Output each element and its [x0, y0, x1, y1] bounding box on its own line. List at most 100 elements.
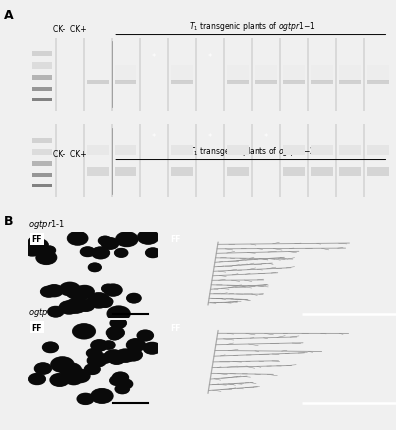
Bar — [283, 66, 305, 82]
Circle shape — [107, 307, 130, 322]
Bar — [171, 168, 192, 177]
Circle shape — [51, 357, 74, 372]
Bar — [339, 146, 361, 156]
Text: *: * — [208, 132, 212, 141]
Bar — [339, 80, 361, 85]
Circle shape — [124, 349, 142, 361]
Circle shape — [115, 384, 129, 394]
Circle shape — [59, 301, 79, 314]
Circle shape — [112, 372, 129, 383]
Circle shape — [137, 330, 153, 341]
Circle shape — [99, 237, 112, 246]
Bar — [32, 162, 52, 167]
Bar — [171, 146, 192, 156]
Circle shape — [87, 349, 100, 358]
Circle shape — [41, 287, 57, 297]
Circle shape — [29, 240, 48, 252]
Circle shape — [84, 364, 100, 375]
Text: *: * — [208, 52, 212, 61]
Bar — [339, 168, 361, 177]
Bar — [255, 80, 276, 85]
Circle shape — [97, 354, 112, 363]
Text: *: * — [152, 132, 156, 141]
Circle shape — [112, 372, 128, 383]
Circle shape — [85, 364, 100, 374]
Circle shape — [68, 232, 88, 245]
Circle shape — [76, 286, 94, 298]
Bar — [32, 76, 52, 81]
Circle shape — [66, 287, 85, 299]
Bar — [32, 149, 52, 156]
Circle shape — [65, 374, 82, 385]
Circle shape — [105, 350, 123, 362]
Circle shape — [115, 249, 128, 258]
Circle shape — [127, 294, 141, 303]
Circle shape — [87, 354, 107, 367]
Text: FF: FF — [32, 235, 42, 244]
Circle shape — [118, 380, 132, 389]
Bar — [227, 146, 249, 156]
Circle shape — [104, 350, 124, 363]
Circle shape — [100, 298, 112, 306]
Text: B: B — [4, 215, 13, 228]
Circle shape — [77, 393, 94, 405]
Bar — [115, 146, 137, 156]
Circle shape — [51, 357, 73, 372]
Bar — [115, 80, 137, 85]
Circle shape — [91, 340, 107, 351]
Bar — [311, 168, 333, 177]
Circle shape — [46, 286, 63, 297]
Bar — [283, 80, 305, 85]
Text: $T_1$ transgenic plants of $\mathit{ogtpr1{-}2}$: $T_1$ transgenic plants of $\mathit{ogtp… — [189, 145, 316, 158]
Circle shape — [88, 293, 110, 308]
Circle shape — [43, 247, 55, 255]
Text: $T_1$ transgenic plants of $\mathit{ogtpr1{-}1}$: $T_1$ transgenic plants of $\mathit{ogtp… — [189, 20, 316, 33]
Bar — [32, 98, 52, 102]
Circle shape — [91, 340, 108, 351]
Bar — [32, 184, 52, 188]
Bar — [171, 80, 192, 85]
Text: FF: FF — [170, 235, 181, 244]
Text: CK-  CK+: CK- CK+ — [53, 150, 87, 159]
Circle shape — [116, 232, 138, 247]
Circle shape — [107, 327, 124, 339]
Bar — [283, 146, 305, 156]
Circle shape — [91, 389, 113, 403]
Circle shape — [69, 287, 90, 301]
Text: $\it{ogtpr1\text{-}2}$: $\it{ogtpr1\text{-}2}$ — [28, 306, 65, 319]
Circle shape — [103, 341, 115, 350]
Circle shape — [69, 287, 89, 301]
Bar — [311, 80, 333, 85]
Circle shape — [42, 246, 55, 255]
Circle shape — [89, 264, 101, 272]
Text: $\it{ogtpr1\text{-}1}$: $\it{ogtpr1\text{-}1}$ — [28, 218, 65, 230]
Circle shape — [91, 389, 112, 403]
Circle shape — [124, 349, 142, 361]
Bar — [87, 66, 109, 82]
Circle shape — [51, 374, 69, 386]
Circle shape — [30, 240, 48, 252]
Circle shape — [66, 374, 82, 384]
Circle shape — [87, 293, 110, 308]
Circle shape — [60, 363, 81, 377]
Circle shape — [109, 353, 125, 364]
Circle shape — [50, 374, 69, 387]
Circle shape — [65, 299, 87, 313]
Circle shape — [41, 287, 57, 298]
Circle shape — [48, 307, 63, 317]
Circle shape — [105, 285, 122, 296]
Circle shape — [60, 363, 82, 378]
Bar — [367, 146, 389, 156]
Circle shape — [114, 249, 128, 258]
Circle shape — [60, 283, 80, 296]
Bar — [87, 80, 109, 85]
Circle shape — [118, 379, 133, 389]
Circle shape — [70, 370, 89, 382]
Circle shape — [34, 363, 51, 375]
Bar — [87, 168, 109, 177]
Circle shape — [78, 394, 93, 404]
Circle shape — [92, 248, 109, 259]
Bar — [227, 66, 249, 82]
Circle shape — [99, 237, 111, 245]
Circle shape — [80, 247, 95, 257]
